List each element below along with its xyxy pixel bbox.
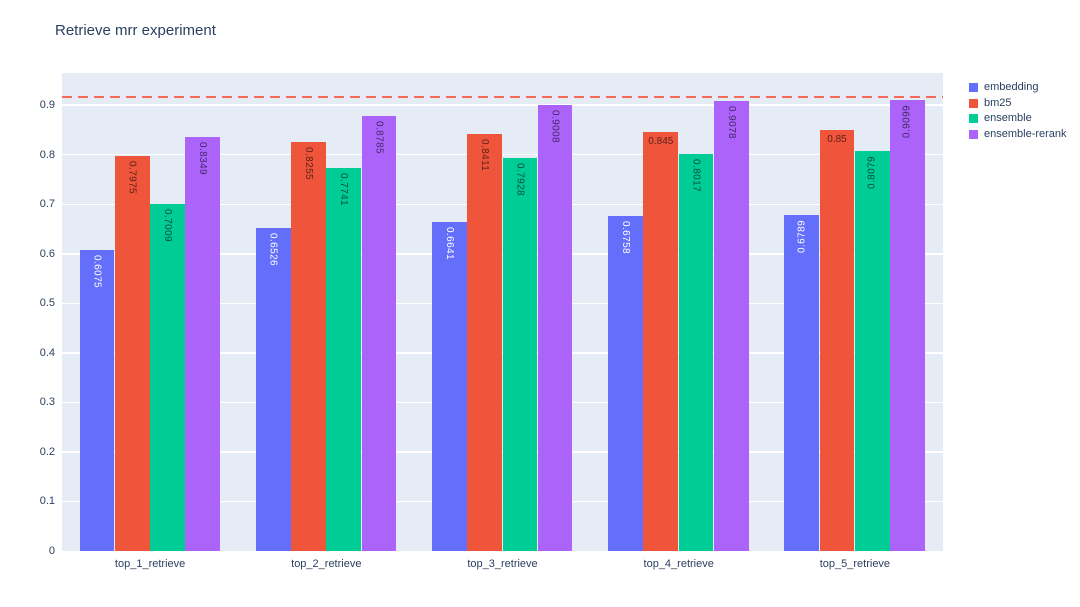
- bar-ensemble-top_4_retrieve[interactable]: 0.8017: [678, 153, 714, 551]
- gridline: [62, 104, 943, 106]
- bar-bm25-top_4_retrieve[interactable]: 0.845: [643, 132, 679, 551]
- reference-dashed-line: [62, 95, 943, 98]
- y-tick-label: 0: [48, 545, 55, 557]
- y-tick-label: 0.3: [39, 396, 55, 409]
- bar-value-label: 0.7928: [514, 163, 526, 197]
- legend-item-bm25[interactable]: bm25: [969, 96, 1067, 112]
- x-tick-label-top_1_retrieve: top_1_retrieve: [114, 558, 186, 570]
- bar-bm25-top_2_retrieve[interactable]: 0.8255: [291, 142, 326, 551]
- bar-value-label: 0.6789: [796, 219, 808, 253]
- x-tick-label-top_5_retrieve: top_5_retrieve: [819, 558, 891, 570]
- bar-value-label: 0.6526: [267, 232, 279, 266]
- bar-value-label: 0.7009: [161, 208, 173, 242]
- gridline: [62, 153, 943, 156]
- bar-value-label: 0.9099: [901, 105, 913, 139]
- bar-value-label: 0.6075: [91, 255, 103, 289]
- legend-swatch-icon: [969, 83, 978, 93]
- x-tick-label-top_3_retrieve: top_3_retrieve: [467, 558, 538, 570]
- legend-swatch-icon: [969, 98, 978, 108]
- bar-ensemble-rerank-top_5_retrieve[interactable]: 0.9099: [890, 100, 925, 551]
- bar-embedding-top_1_retrieve[interactable]: 0.6075: [79, 250, 115, 551]
- bar-value-label: 0.6758: [620, 221, 632, 255]
- y-tick-label: 0.6: [39, 247, 55, 260]
- bar-value-label: 0.7975: [126, 160, 138, 194]
- bar-bm25-top_5_retrieve[interactable]: 0.85: [819, 129, 855, 551]
- bar-ensemble-top_2_retrieve[interactable]: 0.7741: [326, 167, 362, 551]
- bar-value-label: 0.845: [648, 136, 674, 148]
- chart-title: Retrieve mrr experiment: [55, 22, 216, 39]
- y-tick-label: 0.1: [39, 495, 55, 508]
- y-tick-label: 0.7: [39, 198, 55, 211]
- bar-value-label: 0.7741: [338, 172, 350, 206]
- x-tick-label-top_2_retrieve: top_2_retrieve: [291, 558, 362, 570]
- bar-value-label: 0.8411: [479, 139, 491, 172]
- y-tick-label: 0.8: [39, 148, 55, 161]
- bar-value-label: 0.8079: [866, 155, 878, 189]
- bar-value-label: 0.9008: [549, 109, 561, 143]
- legend-item-ensemble-rerank[interactable]: ensemble-rerank: [969, 127, 1067, 143]
- plot-area[interactable]: 0.6075 0.7975 0.7009 0.8349 0.6526 0.8255 0.77…: [62, 73, 943, 551]
- legend-swatch-icon: [969, 114, 978, 124]
- bar-value-label: 0.9078: [725, 106, 737, 140]
- bar-bm25-top_3_retrieve[interactable]: 0.8411: [467, 134, 502, 551]
- legend-label: ensemble: [984, 112, 1032, 125]
- y-tick-label: 0.5: [39, 297, 55, 310]
- y-tick-label: 0.2: [39, 445, 55, 458]
- legend-label: embedding: [984, 81, 1039, 94]
- bar-ensemble-rerank-top_2_retrieve[interactable]: 0.8785: [361, 115, 397, 551]
- bar-value-label: 0.85: [827, 133, 847, 145]
- x-tick-label-top_4_retrieve: top_4_retrieve: [643, 558, 714, 570]
- y-tick-label: 0.4: [39, 346, 55, 359]
- bar-ensemble-rerank-top_3_retrieve[interactable]: 0.9008: [537, 104, 573, 551]
- bar-value-label: 0.8785: [373, 120, 385, 154]
- legend-item-embedding[interactable]: embedding: [969, 80, 1067, 96]
- bar-ensemble-rerank-top_4_retrieve[interactable]: 0.9078: [713, 101, 749, 551]
- bar-ensemble-top_3_retrieve[interactable]: 0.7928: [502, 158, 538, 551]
- bar-value-label: 0.8349: [197, 142, 209, 176]
- bar-value-label: 0.6641: [443, 227, 455, 261]
- bar-embedding-top_2_retrieve[interactable]: 0.6526: [255, 227, 291, 551]
- bar-ensemble-rerank-top_1_retrieve[interactable]: 0.8349: [185, 137, 221, 551]
- legend-item-ensemble[interactable]: ensemble: [969, 111, 1067, 127]
- legend: embedding bm25 ensemble ensemble-rerank: [969, 80, 1067, 142]
- legend-label: bm25: [984, 96, 1012, 109]
- bar-embedding-top_4_retrieve[interactable]: 0.6758: [608, 216, 643, 551]
- bar-value-label: 0.8017: [690, 158, 702, 192]
- bar-value-label: 0.8255: [302, 147, 314, 181]
- legend-label: ensemble-rerank: [984, 127, 1067, 140]
- y-tick-label: 0.9: [39, 99, 55, 112]
- bar-embedding-top_5_retrieve[interactable]: 0.6789: [784, 214, 820, 551]
- bar-bm25-top_1_retrieve[interactable]: 0.7975: [114, 155, 150, 551]
- bar-ensemble-top_1_retrieve[interactable]: 0.7009: [150, 203, 185, 551]
- bar-embedding-top_3_retrieve[interactable]: 0.6641: [432, 222, 467, 551]
- bar-ensemble-top_5_retrieve[interactable]: 0.8079: [854, 150, 890, 551]
- legend-swatch-icon: [969, 129, 978, 139]
